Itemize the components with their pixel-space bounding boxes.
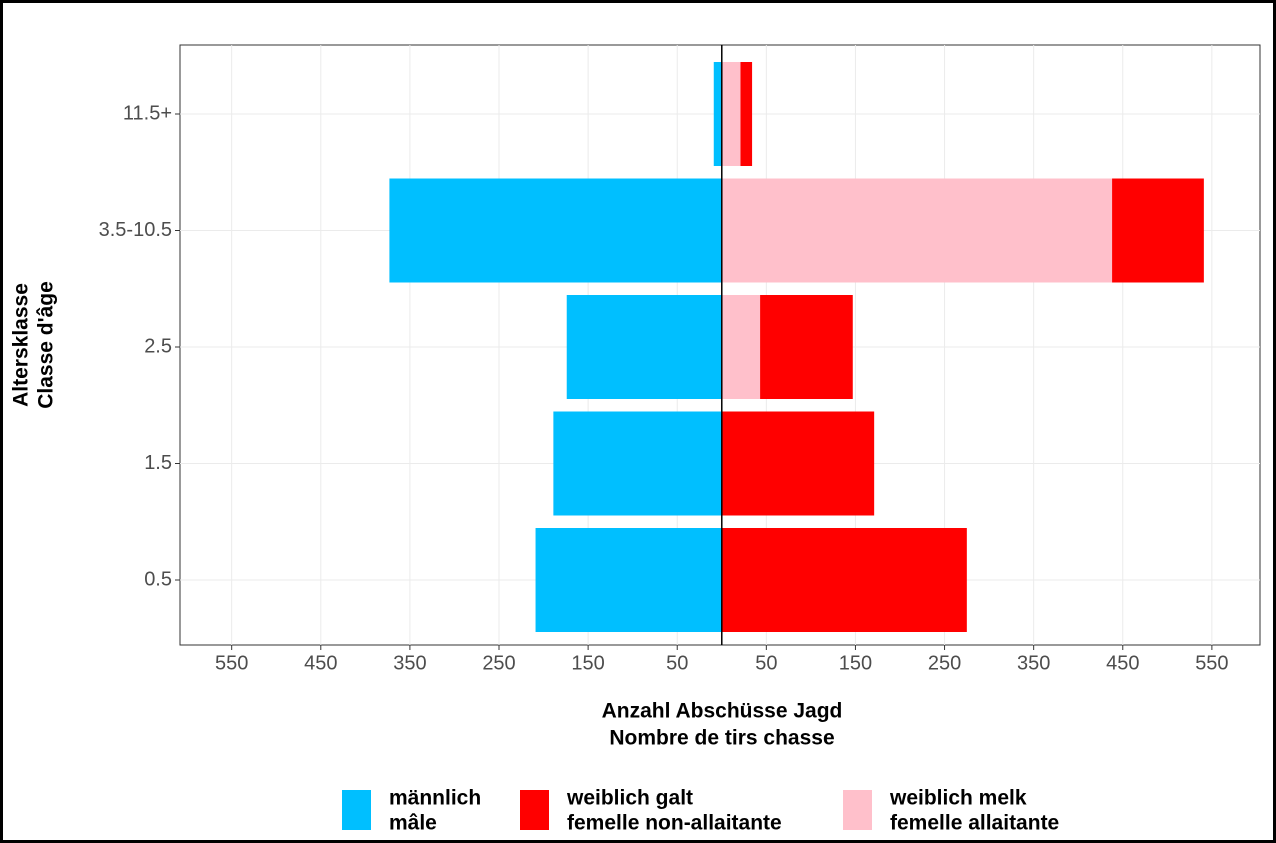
bar: [740, 62, 753, 166]
y-tick-label: 11.5+: [123, 102, 172, 124]
x-axis-title: Anzahl Abschüsse Jagd: [602, 700, 843, 723]
x-tick-label: 550: [215, 652, 248, 674]
legend-label: weiblich melk: [889, 787, 1027, 810]
x-tick-label: 350: [1017, 652, 1050, 674]
x-axis-title: Nombre de tirs chasse: [609, 727, 834, 750]
bar: [721, 528, 967, 632]
bar: [1112, 178, 1204, 283]
x-tick-label: 550: [1195, 652, 1228, 674]
legend-label: weiblich galt: [566, 787, 693, 810]
x-tick-label: 350: [393, 652, 426, 674]
bar: [566, 295, 722, 399]
x-tick-label: 150: [571, 652, 604, 674]
bar: [721, 178, 1113, 283]
bar: [721, 411, 875, 516]
y-tick-label: 0.5: [144, 568, 172, 590]
bar: [553, 411, 722, 516]
bar: [760, 295, 853, 399]
y-tick-label: 2.5: [144, 335, 172, 357]
legend-label: männlich: [389, 787, 481, 810]
x-tick-label: 250: [482, 652, 515, 674]
legend-label: mâle: [389, 812, 437, 835]
legend-key: [843, 790, 872, 830]
x-tick-label: 250: [928, 652, 961, 674]
legend-key: [342, 790, 371, 830]
x-tick-label: 150: [839, 652, 872, 674]
bar: [721, 295, 761, 399]
legend-key: [520, 790, 549, 830]
bar: [721, 62, 741, 166]
x-tick-label: 50: [755, 652, 777, 674]
labels: 550 450 350 250 150 50 50 150 250 350 450 550 0.5 1.5…: [10, 102, 1229, 834]
y-tick-label: 3.5-10.5: [99, 219, 172, 241]
x-tick-label: 450: [1106, 652, 1139, 674]
y-tick-label: 1.5: [144, 452, 172, 474]
x-tick-label: 50: [666, 652, 688, 674]
x-tick-label: 450: [304, 652, 337, 674]
y-axis-title: Altersklasse: [10, 283, 33, 407]
legend-label: femelle non-allaitante: [567, 812, 782, 835]
legend-label: femelle allaitante: [890, 812, 1059, 835]
bar: [535, 528, 722, 632]
bar: [389, 178, 722, 283]
y-axis-title: Classe d'âge: [35, 281, 58, 409]
marks: [389, 45, 1204, 645]
bar: [713, 62, 722, 166]
